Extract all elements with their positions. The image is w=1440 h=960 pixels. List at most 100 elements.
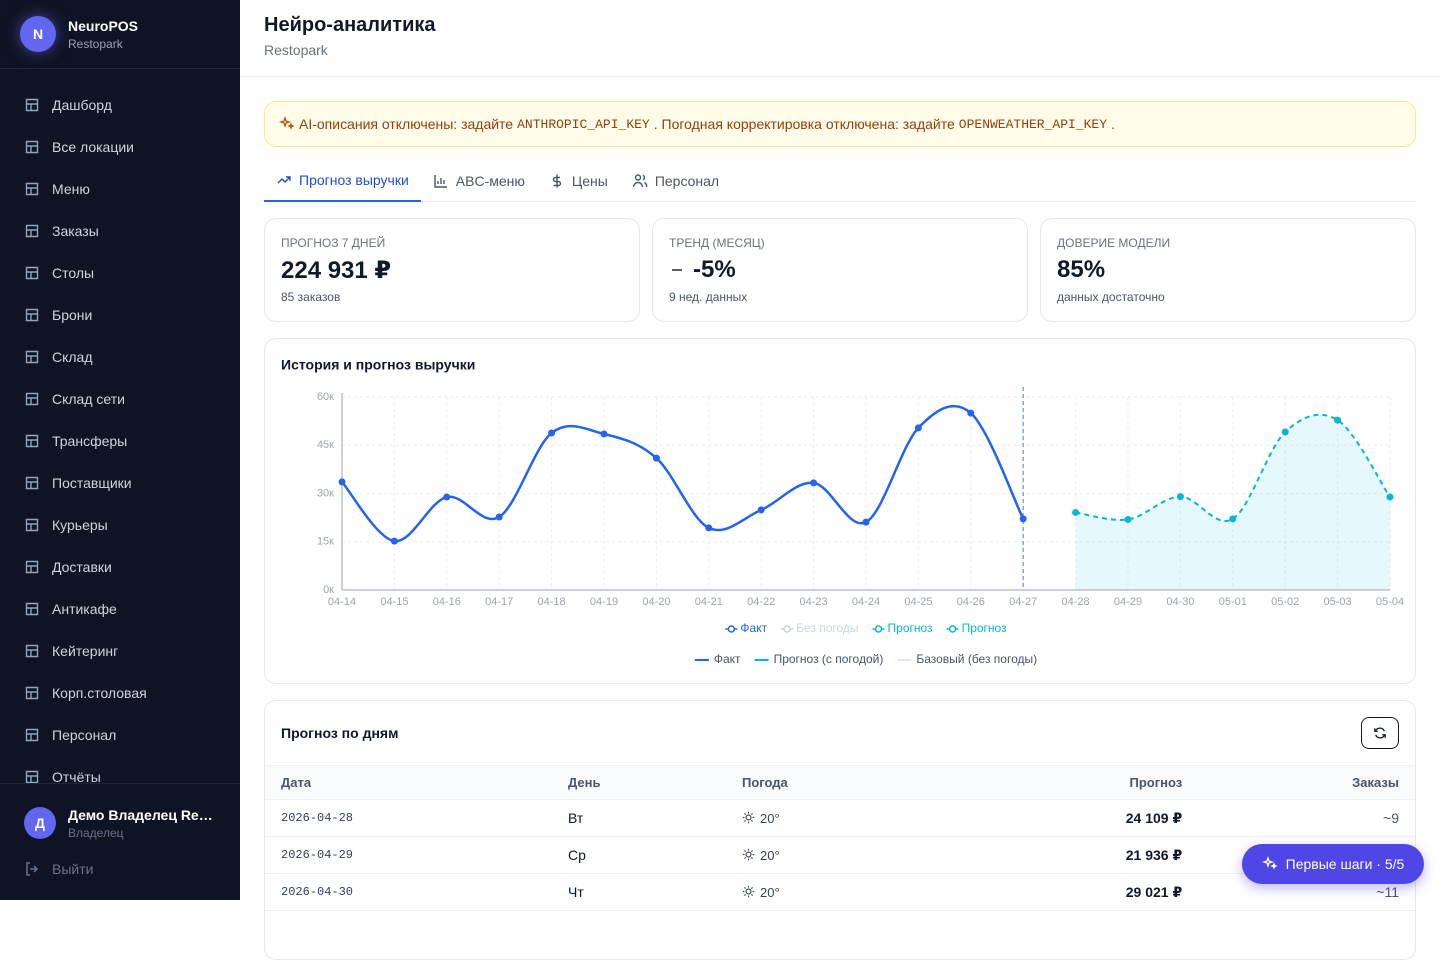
- nav-item[interactable]: Доставки: [0, 546, 240, 588]
- nav-label: Столы: [52, 265, 95, 281]
- point: [705, 524, 713, 532]
- x-tick-label: 05-02: [1271, 596, 1299, 608]
- nav-item[interactable]: Меню: [0, 168, 240, 210]
- nav-item[interactable]: Склад сети: [0, 378, 240, 420]
- point: [1386, 493, 1394, 501]
- point: [810, 479, 818, 487]
- logout[interactable]: Выйти: [24, 861, 93, 877]
- point: [338, 478, 346, 486]
- icon: [25, 140, 39, 154]
- point: [1072, 508, 1080, 516]
- date: 2026-04-29: [265, 836, 567, 874]
- icon: [742, 885, 755, 898]
- onboarding-label: Первые шаги · 5/5: [1285, 856, 1405, 872]
- point: [967, 409, 975, 417]
- legend-label: Базовый (без погоды): [916, 652, 1037, 666]
- nav-item[interactable]: Брони: [0, 294, 240, 336]
- page-title: Нейро-аналитика: [264, 14, 436, 36]
- nav-label: Курьеры: [52, 517, 108, 533]
- area: [1075, 414, 1390, 590]
- onboarding-button[interactable]: Первые шаги · 5/5: [1242, 844, 1424, 884]
- kpi-value: 85%: [1057, 256, 1106, 283]
- kpi-label: Тренд (месяц): [669, 236, 765, 250]
- refresh-button[interactable]: [1361, 717, 1399, 749]
- x-tick-label: 04-23: [800, 596, 828, 608]
- icon: [25, 770, 39, 783]
- brand-name: NeuroPOS: [68, 18, 139, 34]
- sparkle-icon: [1261, 856, 1278, 870]
- nav-label: Заказы: [52, 223, 99, 239]
- trend-icon: [672, 269, 682, 271]
- nav-label: Поставщики: [52, 475, 132, 491]
- point: [757, 506, 765, 514]
- kpi-note: 9 нед. данных: [669, 290, 748, 304]
- brand: N NeuroPOS Restopark: [0, 0, 240, 69]
- nav-label: Персонал: [52, 727, 117, 743]
- tab[interactable]: Персонал: [620, 160, 731, 201]
- chart-card: История и прогноз выручки 0к 15к 30к 45к 60к…: [264, 338, 1416, 684]
- tab-label: Персонал: [654, 172, 720, 189]
- nav-item[interactable]: Склад: [0, 336, 240, 378]
- icon: [25, 434, 39, 448]
- nav-item[interactable]: Поставщики: [0, 462, 240, 504]
- tab[interactable]: ABC-меню: [421, 160, 537, 201]
- weather-cell: 20°: [741, 836, 971, 874]
- legend: Факт Без погоды Прогноз Прогноз: [725, 621, 1007, 635]
- tab[interactable]: Цены: [537, 160, 620, 201]
- kpi-label: Прогноз 7 дней: [281, 236, 386, 250]
- alert-text: . Погодная корректировка отключена: зада…: [653, 116, 955, 132]
- nav-item[interactable]: Антикафе: [0, 588, 240, 630]
- nav-item[interactable]: Столы: [0, 252, 240, 294]
- kpi-note: данных достаточно: [1057, 290, 1165, 304]
- page-subtitle: Restopark: [264, 42, 328, 58]
- tab[interactable]: Прогноз выручки: [264, 160, 421, 202]
- nav-label: Склад: [52, 349, 93, 365]
- icon: [25, 476, 39, 490]
- logout-label: Выйти: [52, 861, 94, 877]
- icon: [434, 174, 447, 188]
- icon: [277, 176, 291, 184]
- x-tick-label: 04-18: [538, 596, 566, 608]
- legend-swatch: [727, 625, 736, 633]
- nav-item[interactable]: Корп.столовая: [0, 672, 240, 714]
- x-tick-label: 04-29: [1114, 596, 1142, 608]
- weather: 20°: [760, 885, 780, 900]
- icon: [25, 182, 39, 196]
- weather-cell: 20°: [741, 799, 971, 837]
- column-header: День: [567, 765, 741, 800]
- point: [548, 429, 556, 437]
- nav-item[interactable]: Трансферы: [0, 420, 240, 462]
- x-tick-label: 04-21: [695, 596, 723, 608]
- kpi-value: 224 931 ₽: [281, 257, 392, 284]
- icon: [25, 98, 39, 112]
- nav-item[interactable]: Дашборд: [0, 84, 240, 126]
- tab-label: Цены: [571, 172, 608, 189]
- point: [1019, 515, 1027, 523]
- nav-item[interactable]: Персонал: [0, 714, 240, 756]
- sidebar: N NeuroPOS Restopark Дашборд Все локации М…: [0, 0, 240, 900]
- legend-item: Прогноз: [872, 621, 934, 635]
- x-tick-label: 04-25: [904, 596, 932, 608]
- icon: [25, 686, 39, 700]
- icon: [552, 174, 562, 187]
- user-role: Владелец: [68, 826, 124, 840]
- x-tick-label: 04-17: [485, 596, 513, 608]
- alert: AI-описания отключены: задайте ANTHROPIC…: [264, 101, 1416, 147]
- point: [914, 424, 922, 432]
- nav-label: Все локации: [52, 139, 135, 155]
- nav-label: Меню: [52, 181, 90, 197]
- point: [1124, 515, 1132, 523]
- day: Ср: [567, 836, 741, 874]
- legend-label: Прогноз: [888, 621, 934, 635]
- nav-item[interactable]: Заказы: [0, 210, 240, 252]
- icon: [632, 173, 648, 187]
- x-tick-label: 04-24: [852, 596, 880, 608]
- y-tick-label: 0к: [323, 584, 334, 596]
- icon: [25, 644, 39, 658]
- nav-item[interactable]: Кейтеринг: [0, 630, 240, 672]
- x-tick-label: 04-20: [642, 596, 670, 608]
- nav-item[interactable]: Отчёты: [0, 756, 240, 783]
- nav-item[interactable]: Все локации: [0, 126, 240, 168]
- legend-item: Прогноз (с погодой): [754, 652, 883, 666]
- nav-item[interactable]: Курьеры: [0, 504, 240, 546]
